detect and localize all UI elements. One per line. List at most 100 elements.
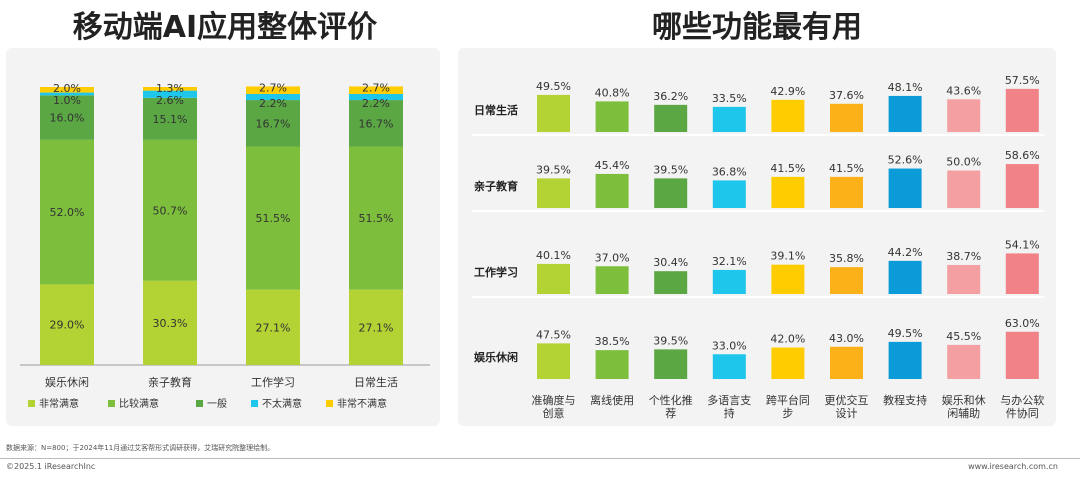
bar-data-label: 30.3% [153,317,188,330]
bar-data-label: 41.5% [829,162,864,175]
bar-data-label: 27.1% [359,321,394,334]
features-chart-panel: 日常生活 49.5% 40.8% 36.2% 33.5% 42.9% 37.6% 48.1% 4… [458,48,1056,426]
legend-label: 比较满意 [119,397,159,410]
feature-bar [888,168,922,208]
bar-data-label: 42.0% [770,333,805,346]
legend-swatch [196,400,203,407]
bar-data-label: 16.0% [50,112,85,125]
bar-segment [143,90,197,98]
x-tick-label: 个性化推 [649,393,693,407]
bar-data-label: 43.6% [946,84,981,97]
bar-data-label: 51.5% [256,212,291,225]
feature-bar [888,341,922,379]
bar-data-label: 52.6% [888,154,923,167]
bar-data-label: 39.1% [770,250,805,263]
feature-bar [595,101,629,132]
feature-bar [654,271,688,294]
x-tick-label: 步 [782,407,793,420]
x-tick-label: 更优交互 [825,393,869,407]
x-tick-label: 教程支持 [883,393,927,407]
bar-data-label: 38.7% [946,250,981,263]
feature-bar [1005,331,1039,379]
feature-bar [947,170,981,208]
bar-data-label: 58.6% [1005,149,1040,162]
bar-data-label: 16.7% [256,117,291,130]
feature-bar [1005,88,1039,132]
bar-segment [40,95,94,140]
x-tick-label: 荐 [665,407,676,420]
bar-data-label: 32.1% [712,255,747,268]
feature-bar [771,176,805,208]
bar-data-label: 49.5% [536,80,571,93]
bar-data-label: 42.9% [770,85,805,98]
x-tick-label: 准确度与 [532,393,576,407]
bar-data-label: 1.3% [156,82,184,95]
bar-segment [349,146,403,290]
legend-label: 一般 [207,397,227,410]
feature-bar [712,106,746,132]
feature-bar [712,180,746,208]
feature-bar [830,103,863,132]
feature-bar [888,95,922,132]
website-link[interactable]: www.iresearch.com.cn [968,462,1058,471]
bar-segment [143,97,197,140]
data-source-note: 数据来源：N=800；于2024年11月通过艾客帮形式调研获得，艾瑞研究院整理绘… [6,444,275,452]
bar-segment [143,87,197,91]
row-label: 日常生活 [474,103,518,117]
footer-divider [0,458,1080,459]
bar-data-label: 49.5% [888,327,923,340]
bar-segment [246,93,300,101]
feature-bar [537,263,570,294]
bar-data-label: 1.0% [53,94,81,107]
bar-data-label: 43.0% [829,332,864,345]
bar-data-label: 36.8% [712,165,747,178]
legend-swatch [108,400,115,407]
x-tick-label: 跨平台同 [766,393,810,407]
bar-data-label: 15.1% [153,113,188,126]
bar-segment [349,86,403,94]
bar-segment [246,100,300,147]
bar-data-label: 50.7% [153,204,188,217]
legend-label: 非常满意 [39,397,79,410]
feature-bar [947,99,981,132]
bar-data-label: 30.4% [653,256,688,269]
x-tick-label: 多语言支 [707,393,751,407]
bar-data-label: 44.2% [888,246,923,259]
left-chart-title: 移动端AI应用整体评价 [72,10,378,45]
feature-bar [771,347,805,379]
feature-bar [947,344,981,379]
legend-swatch [251,400,258,407]
legend-swatch [28,400,35,407]
bar-data-label: 38.5% [595,335,630,348]
x-tick-label: 娱乐休闲 [45,375,89,389]
feature-bar [830,176,863,208]
row-label: 亲子教育 [474,179,518,193]
bar-segment [143,280,197,365]
bar-data-label: 57.5% [1005,74,1040,87]
feature-bar [537,94,570,132]
bar-data-label: 39.5% [653,163,688,176]
bar-data-label: 29.0% [50,319,85,332]
feature-bar [830,267,863,294]
copyright-text: ©2025.1 iResearchInc [6,462,96,471]
feature-bar [712,269,746,294]
bar-data-label: 27.1% [256,321,291,334]
feature-bar [537,178,570,208]
bar-data-label: 41.5% [770,162,805,175]
feature-bar [654,104,688,132]
satisfaction-chart-panel: 29.0% 52.0% 16.0% 1.0% 2.0% 娱乐休闲 30.3% 50.7% 15.… [6,48,440,426]
bar-data-label: 37.0% [595,251,630,264]
bar-data-label: 2.6% [156,94,184,107]
x-tick-label: 设计 [836,407,858,420]
bar-segment [40,284,94,365]
x-tick-label: 与办公软 [1000,393,1044,407]
legend-label: 不太满意 [262,397,302,410]
features-bar-chart: 日常生活 49.5% 40.8% 36.2% 33.5% 42.9% 37.6% 48.1% 4… [472,74,1044,420]
feature-bar [595,266,629,294]
x-tick-label: 创意 [543,406,565,420]
bar-segment [40,87,94,93]
right-chart-title: 哪些功能最有用 [652,10,862,45]
row-label: 工作学习 [474,265,518,279]
bar-segment [246,289,300,365]
bar-data-label: 33.0% [712,339,747,352]
